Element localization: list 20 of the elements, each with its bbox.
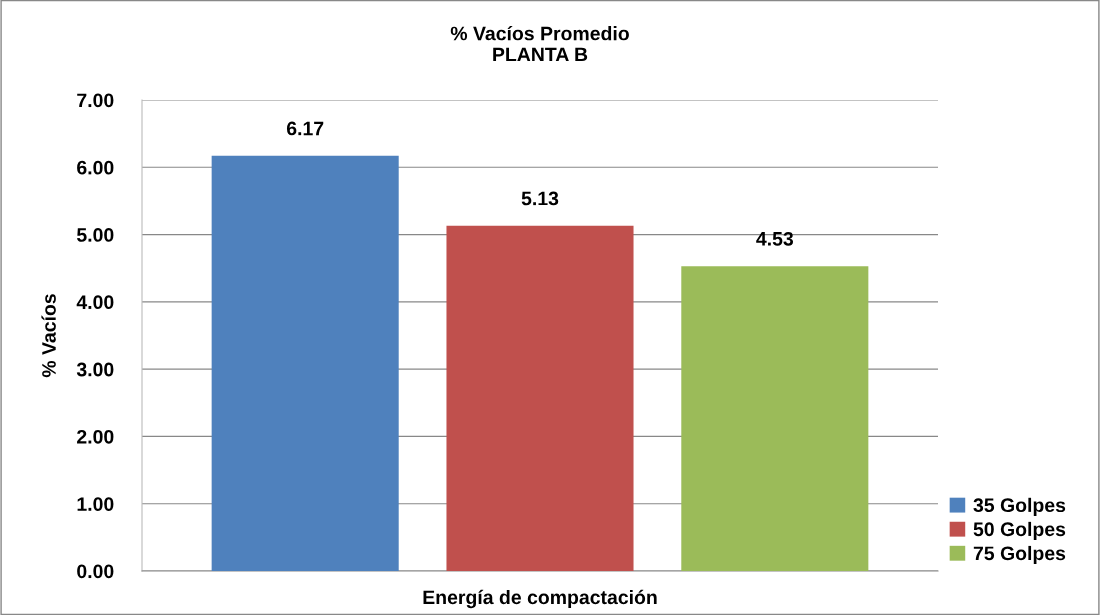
y-tick-label: 5.00 [76, 228, 114, 242]
legend-label: 50 Golpes [973, 521, 1066, 540]
y-tick-label: 0.00 [77, 564, 114, 579]
y-tick-label: 6.00 [77, 160, 114, 175]
y-tick-label: 4.00 [76, 295, 114, 310]
bar [681, 266, 869, 571]
chart-title: % Vacíos Promedio PLANTA B [450, 25, 629, 62]
y-tick-label: 7.00 [77, 93, 114, 108]
data-label: 5.13 [521, 191, 559, 206]
y-tick-label: 2.00 [77, 429, 114, 444]
bar [211, 155, 399, 571]
y-tick-label: 1.00 [77, 497, 114, 511]
data-label: 6.17 [286, 121, 324, 136]
y-axis-title: % Vacíos [41, 294, 56, 378]
y-tick-label: 3.00 [76, 362, 114, 377]
legend-label: 75 Golpes [973, 545, 1066, 565]
bar [446, 225, 634, 571]
legend-label: 35 Golpes [973, 497, 1066, 516]
x-axis-title: Energía de compactación [423, 589, 657, 609]
data-label: 4.53 [756, 231, 794, 246]
